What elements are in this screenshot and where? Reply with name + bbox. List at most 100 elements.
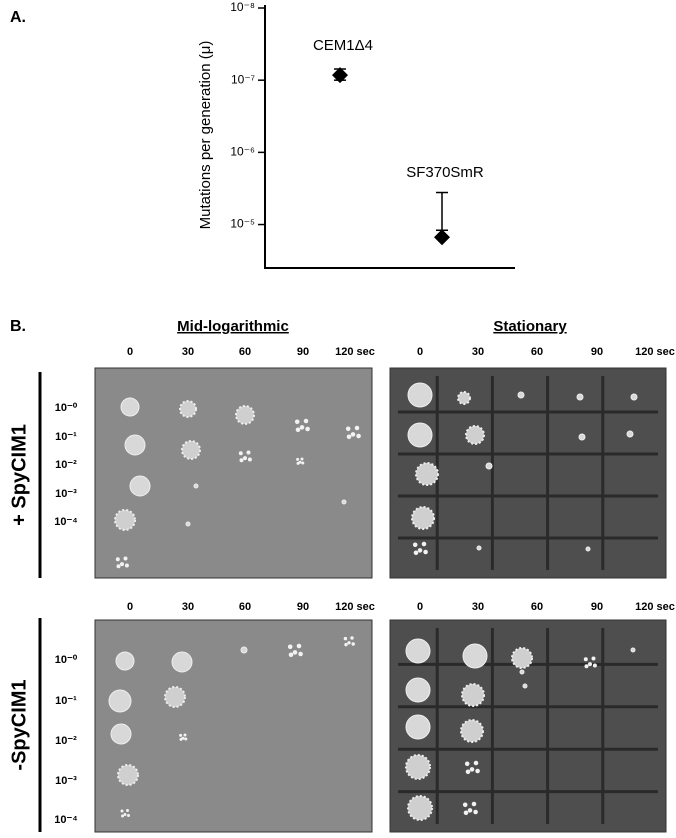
colony [457, 391, 471, 405]
dilution-label: 10⁻² [55, 459, 77, 471]
time-label: 90 [591, 601, 603, 613]
colony [300, 457, 304, 461]
colony [115, 651, 135, 671]
colony [517, 391, 525, 399]
colony [464, 761, 470, 767]
colony [356, 433, 361, 439]
point [332, 67, 348, 84]
time-label: 90 [297, 346, 309, 358]
colony [181, 440, 201, 460]
colony [246, 450, 251, 455]
panel-label: B. [10, 318, 26, 335]
colony [164, 686, 186, 708]
colony [110, 723, 132, 745]
time-label: 0 [127, 601, 133, 613]
colony [465, 425, 485, 445]
colony [411, 506, 435, 530]
strain-label: -SpyCIM1 [8, 679, 30, 770]
colony [592, 663, 597, 668]
colony [127, 814, 130, 817]
colony [473, 760, 479, 766]
time-label: 60 [239, 601, 251, 613]
colony [350, 432, 356, 437]
time-label: 60 [239, 346, 251, 358]
colony [413, 550, 419, 556]
colony [522, 683, 528, 689]
y-tick-label: 10⁻⁵ [230, 217, 255, 231]
colony [179, 733, 183, 737]
colony [120, 562, 124, 567]
colony [630, 393, 638, 401]
colony [121, 814, 124, 818]
colony [412, 542, 418, 548]
colony [123, 556, 128, 561]
point-label: CEM1Δ4 [313, 37, 373, 54]
colony [583, 657, 588, 662]
colony [519, 669, 525, 675]
colony [475, 768, 480, 774]
colony [120, 397, 140, 417]
point-label: SF370SmR [406, 164, 484, 181]
colony [405, 677, 431, 703]
colony [417, 548, 423, 553]
colony [247, 457, 252, 462]
colony [461, 683, 485, 707]
colony [292, 650, 298, 655]
colony [123, 813, 127, 816]
dilution-label: 10⁻³ [55, 775, 77, 787]
colony [351, 642, 355, 646]
dilution-label: 10⁻¹ [55, 695, 77, 707]
time-label: 30 [182, 346, 194, 358]
colony [171, 651, 193, 673]
colony [294, 419, 300, 425]
colony [354, 425, 360, 431]
y-tick-label: 10⁻⁶ [230, 145, 255, 159]
colony [115, 557, 120, 562]
colony [588, 662, 592, 667]
colony [485, 462, 493, 470]
time-label: 30 [182, 601, 194, 613]
time-label: 90 [591, 346, 603, 358]
time-label: 0 [417, 601, 423, 613]
colony [350, 636, 354, 640]
colony [185, 521, 191, 527]
colony [116, 564, 121, 569]
colony [345, 426, 351, 432]
colony [407, 795, 433, 821]
colony [303, 418, 309, 424]
colony [347, 641, 351, 645]
colony [469, 767, 475, 772]
point [434, 229, 450, 246]
colony [129, 475, 151, 497]
colony [511, 647, 533, 669]
time-label: 120 sec [335, 346, 375, 358]
colony [183, 733, 187, 737]
y-tick-label: 10⁻⁷ [231, 72, 255, 86]
colony [630, 647, 636, 653]
colony [108, 689, 132, 713]
dilution-label: 10⁻⁴ [54, 814, 77, 826]
colony [467, 808, 473, 813]
colony [346, 434, 352, 440]
agar-plate [94, 367, 373, 579]
agar-plate [94, 619, 373, 833]
time-label: 60 [531, 601, 543, 613]
colony [179, 737, 183, 741]
colony [423, 549, 428, 555]
colony [295, 427, 301, 433]
colony [235, 405, 255, 425]
colony [415, 462, 439, 486]
time-label: 30 [472, 601, 484, 613]
colony [343, 636, 348, 641]
colony [124, 563, 129, 568]
condition-label: Stationary [493, 318, 567, 335]
colony [462, 643, 488, 669]
panel-label: A. [10, 9, 26, 26]
colony [421, 541, 427, 547]
colony [591, 656, 596, 661]
colony [405, 714, 431, 740]
colony [239, 458, 244, 463]
colony [471, 801, 477, 807]
colony [626, 430, 634, 438]
